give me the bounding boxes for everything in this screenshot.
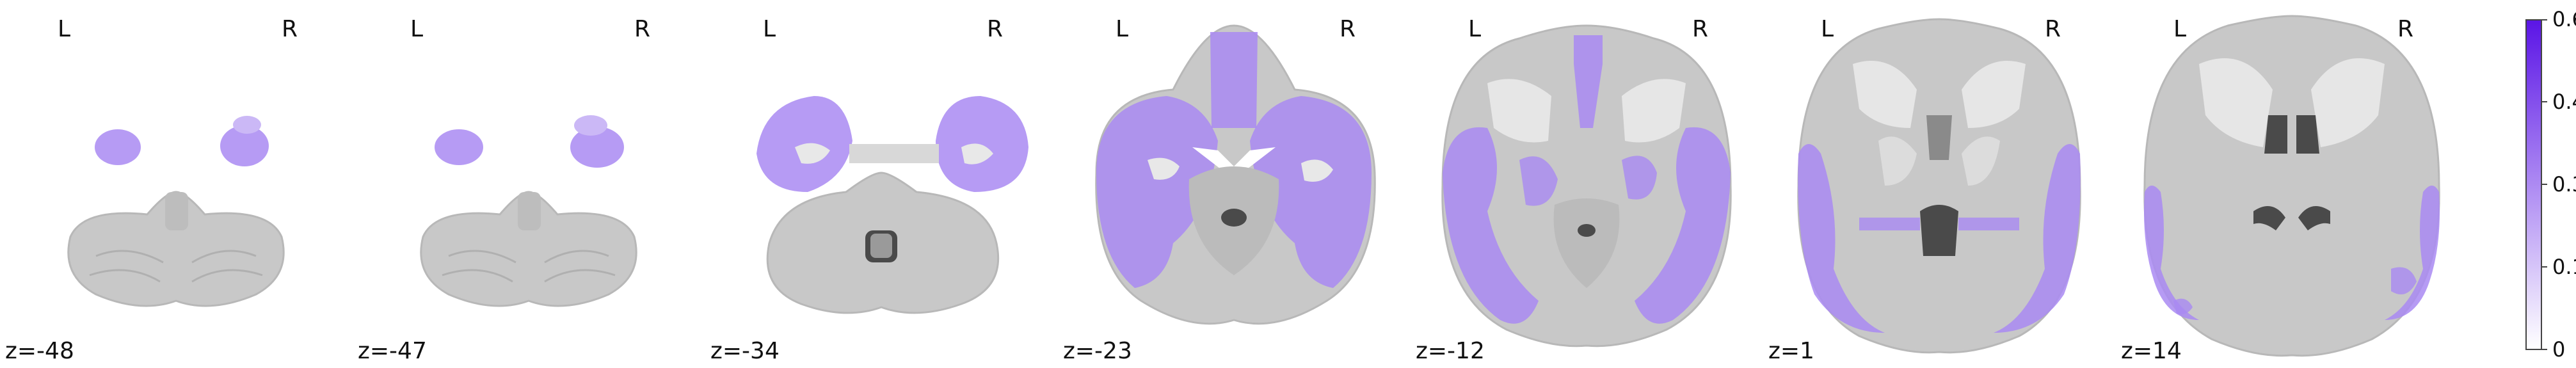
colorbar-tickmark <box>2542 19 2547 20</box>
left-marker: L <box>1468 16 1482 42</box>
slice-z-label: z=1 <box>1768 338 1814 364</box>
slice-image-1 <box>67 116 285 307</box>
right-marker: R <box>1692 16 1709 42</box>
slice-panel-1: L R z=-48 <box>0 0 353 368</box>
right-marker: R <box>2397 16 2414 42</box>
colorbar-tickmark <box>2542 266 2547 268</box>
colorbar <box>2525 19 2542 350</box>
colorbar-tickmark <box>2542 101 2547 102</box>
slice-z-label: z=-23 <box>1063 338 1132 364</box>
slice-z-label: z=-34 <box>710 338 780 364</box>
left-marker: L <box>410 16 424 42</box>
colorbar-tick-label: 0 <box>2552 337 2566 362</box>
right-marker: R <box>282 16 298 42</box>
slice-image-3 <box>756 96 1028 314</box>
slice-z-label: z=-12 <box>1416 338 1485 364</box>
slice-image-7 <box>2143 15 2440 357</box>
right-marker: R <box>1340 16 1356 42</box>
slice-panel-7: L R z=14 <box>2116 0 2468 368</box>
right-marker: R <box>987 16 1004 42</box>
slice-image-2 <box>420 115 637 307</box>
colorbar-tickmark <box>2542 184 2547 185</box>
slice-z-label: z=-47 <box>358 338 427 364</box>
slice-panel-6: L R z=1 <box>1763 0 2116 368</box>
colorbar-tick-label: 0.15 <box>2552 255 2576 279</box>
slice-panel-5: L R z=-12 <box>1411 0 1763 368</box>
slice-panel-2: L R z=-47 <box>353 0 705 368</box>
colorbar-tickmark <box>2542 349 2547 350</box>
right-marker: R <box>634 16 651 42</box>
slice-panel-4: L R z=-23 <box>1058 0 1411 368</box>
left-marker: L <box>1821 16 1834 42</box>
right-marker: R <box>2045 16 2061 42</box>
colorbar-tick-label: 0.45 <box>2552 90 2576 114</box>
left-marker: L <box>763 16 776 42</box>
left-marker: L <box>58 16 71 42</box>
slice-image-4 <box>1095 24 1376 325</box>
left-marker: L <box>2173 16 2187 42</box>
left-marker: L <box>1116 16 1129 42</box>
colorbar-tick-label: 0.6 <box>2552 7 2576 31</box>
slice-panel-3: L R z=-34 <box>705 0 1058 368</box>
colorbar-tick-label: 0.3 <box>2552 172 2576 196</box>
slice-image-5 <box>1441 24 1732 348</box>
slice-z-label: z=-48 <box>5 338 74 364</box>
slice-image-6 <box>1797 18 2081 354</box>
slice-z-label: z=14 <box>2121 338 2182 364</box>
